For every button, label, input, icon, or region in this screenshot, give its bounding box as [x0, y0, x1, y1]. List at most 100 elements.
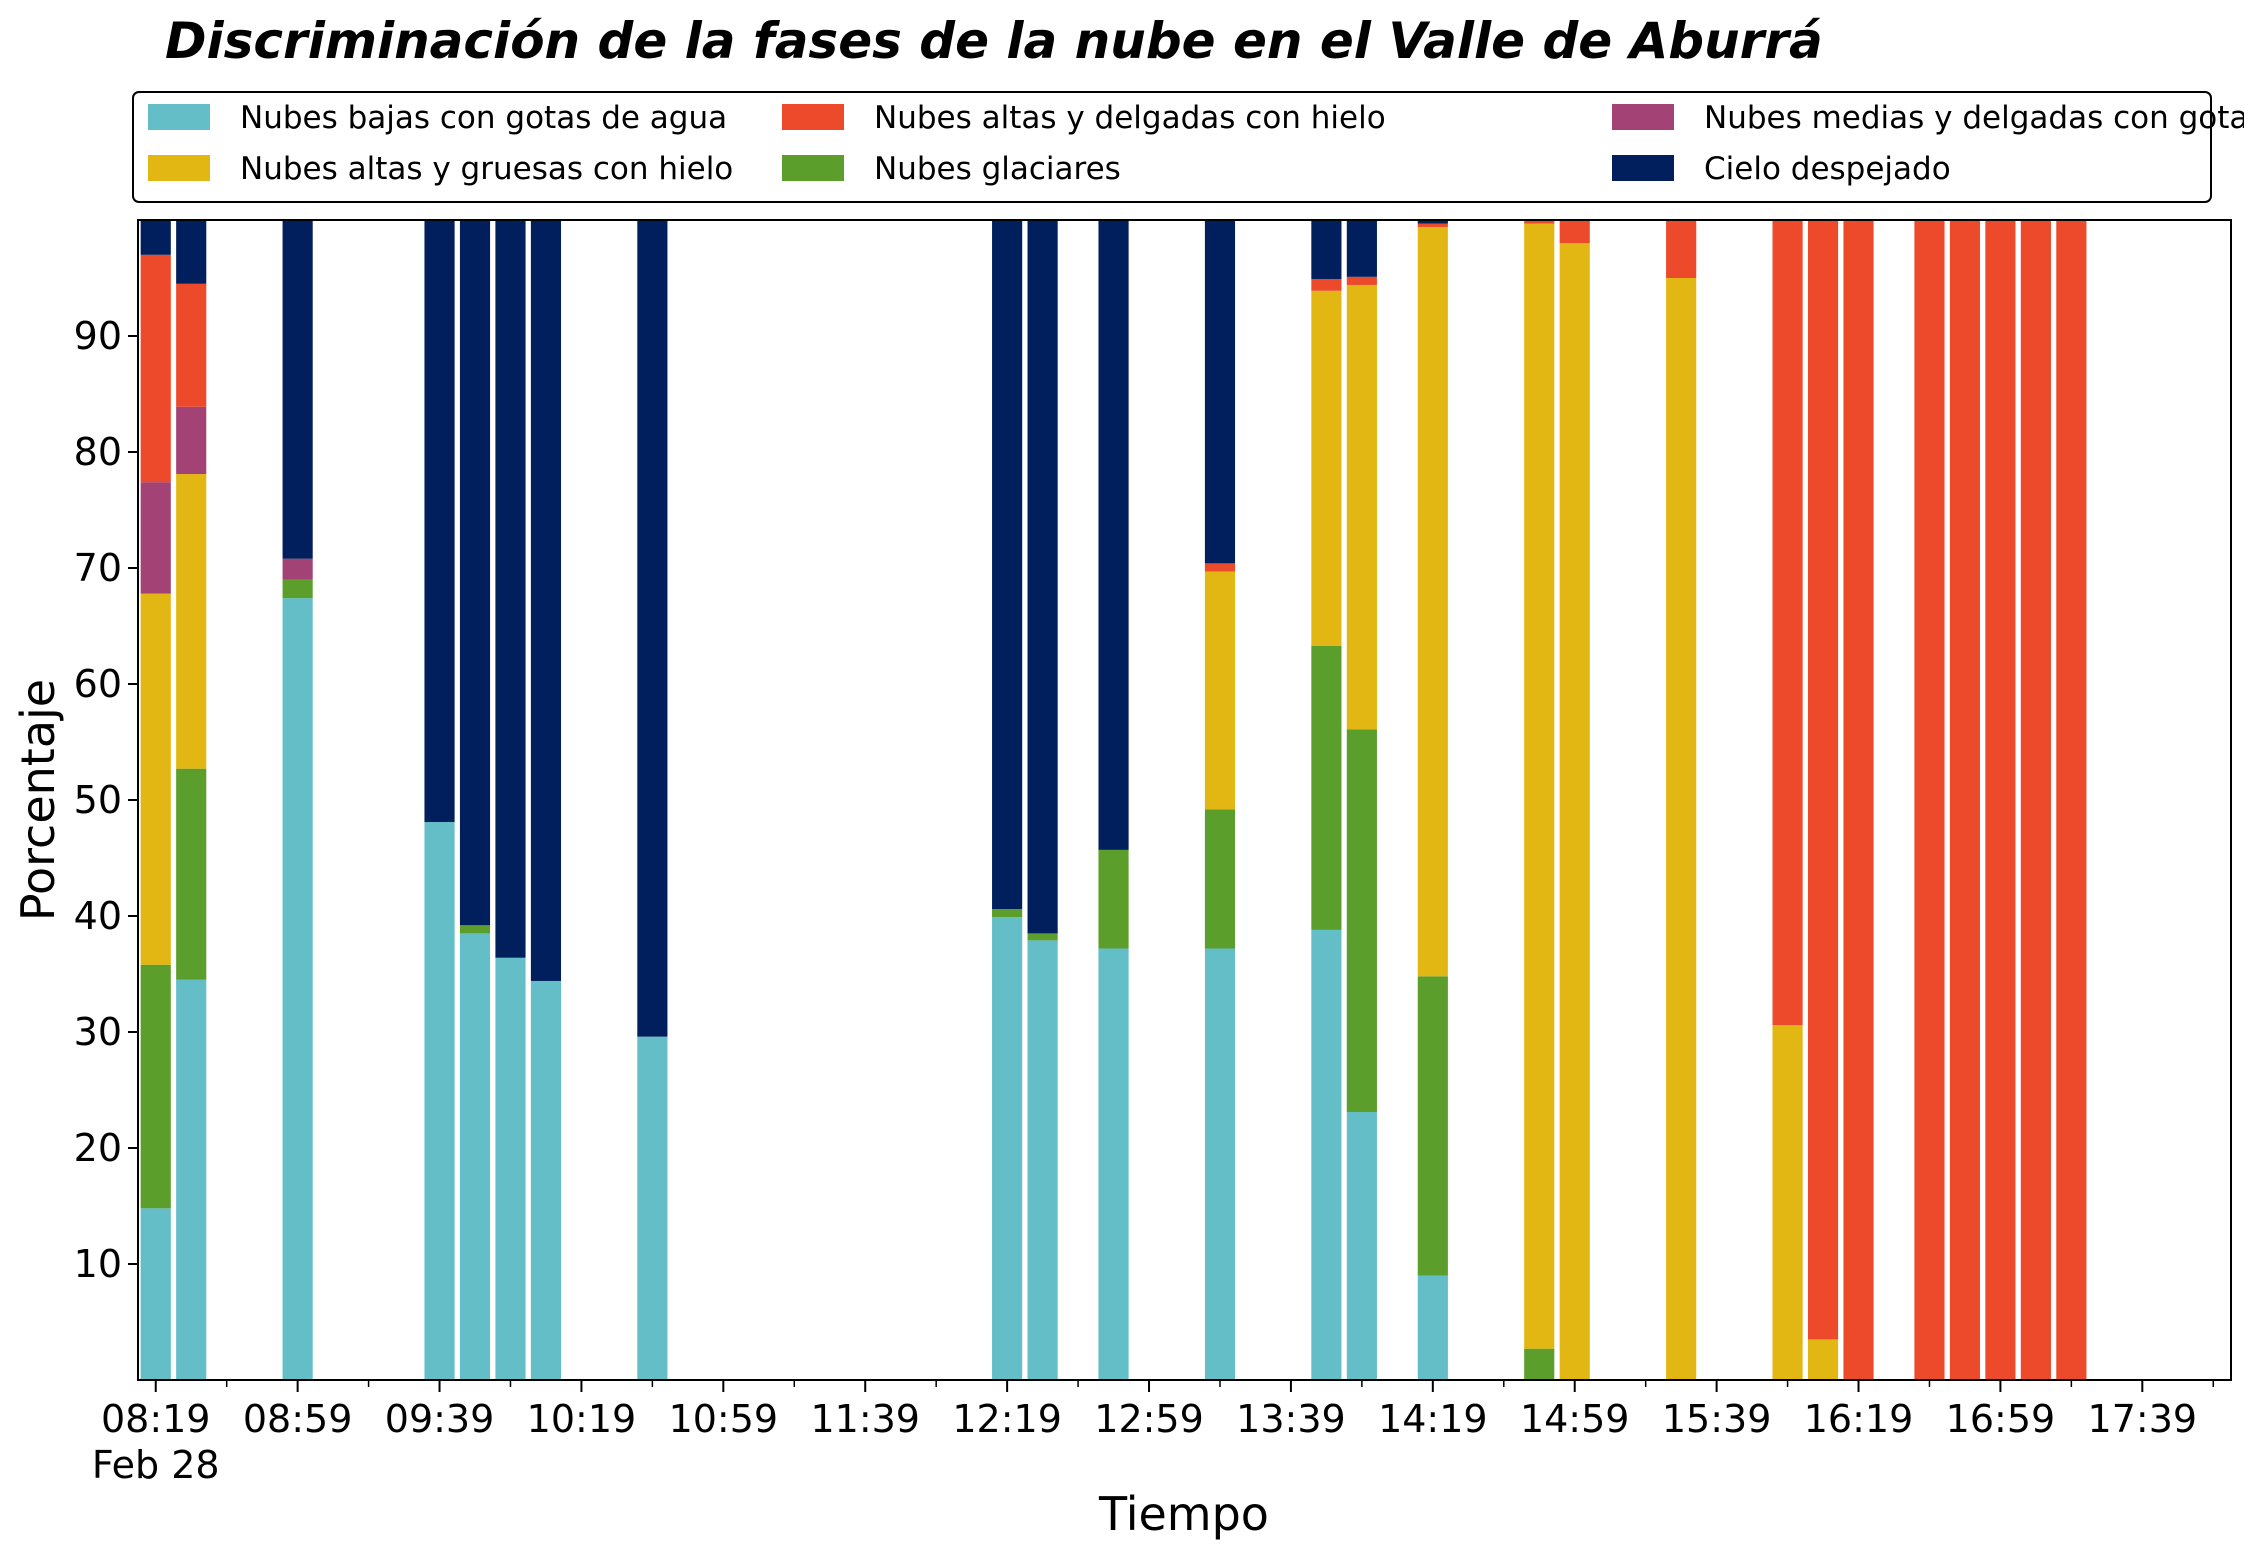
bar-segment-52-4	[1985, 220, 2016, 1380]
legend-swatch-2	[148, 155, 210, 181]
x-axis-label: Tiempo	[1098, 1487, 1269, 1541]
legend-swatch-3	[1612, 104, 1674, 130]
bar-segment-30-1	[1204, 809, 1236, 949]
x-tick-label: 16:19	[1804, 1397, 1914, 1441]
bar-segment-14-0	[637, 1036, 668, 1380]
bar-segment-1-3	[176, 406, 207, 475]
legend-label-0: Nubes bajas con gotas de agua	[240, 100, 727, 136]
bar-segment-50-4	[1914, 220, 1945, 1380]
bar-segment-25-1	[1027, 933, 1058, 941]
x-tick-label: 12:19	[952, 1397, 1062, 1441]
bar-segment-9-5	[459, 220, 491, 926]
bar-segment-24-1	[992, 909, 1023, 918]
x-tick-label: 13:39	[1236, 1397, 1346, 1441]
bar-segment-30-2	[1204, 571, 1236, 810]
bar-segment-8-5	[424, 220, 455, 823]
bar-segment-11-5	[530, 220, 562, 981]
x-tick-label: 16:59	[1946, 1397, 2056, 1441]
bar-segment-47-2	[1807, 1339, 1839, 1380]
legend-label-1: Nubes glaciares	[874, 151, 1121, 187]
bar-segment-0-0	[140, 1208, 171, 1380]
x-tick-label: 17:39	[2088, 1397, 2198, 1441]
bar-segment-53-4	[2020, 220, 2051, 1380]
y-tick-label: 70	[74, 546, 122, 590]
x-tick-label: 14:19	[1378, 1397, 1488, 1441]
bar-segment-25-5	[1027, 220, 1058, 934]
x-tick-sublabel: Feb 28	[92, 1443, 220, 1487]
legend: Nubes bajas con gotas de agua Nubes altas…	[132, 91, 2244, 203]
bar-segment-4-5	[282, 220, 313, 559]
bar-segment-47-4	[1807, 220, 1839, 1340]
legend-label-2: Nubes altas y gruesas con hielo	[240, 151, 733, 187]
bar-segment-4-1	[282, 579, 313, 599]
x-tick-label: 08:19	[101, 1397, 211, 1441]
bar-segment-1-5	[176, 220, 207, 284]
y-tick-label: 40	[74, 894, 122, 938]
bar-segment-24-5	[992, 220, 1023, 910]
bar-segment-33-1	[1311, 645, 1342, 930]
bar-segment-36-4	[1417, 223, 1448, 227]
bar-segment-46-2	[1772, 1025, 1803, 1380]
bar-segment-54-4	[2056, 220, 2087, 1380]
bar-segment-39-2	[1524, 223, 1555, 1349]
legend-label-5: Cielo despejado	[1704, 151, 1951, 187]
bar-segment-30-0	[1204, 948, 1236, 1380]
legend-swatch-0	[148, 104, 210, 130]
bars	[140, 220, 2087, 1381]
bar-segment-33-4	[1311, 279, 1342, 291]
bar-segment-0-2	[140, 593, 171, 965]
bar-segment-27-0	[1098, 948, 1129, 1380]
bar-segment-39-4	[1524, 220, 1555, 224]
x-tick-label: 14:59	[1520, 1397, 1630, 1441]
bar-segment-34-4	[1346, 276, 1377, 285]
bar-segment-9-1	[459, 925, 491, 934]
bar-segment-24-0	[992, 917, 1023, 1380]
bar-segment-33-2	[1311, 290, 1342, 646]
bar-segment-4-3	[282, 558, 313, 580]
bar-segment-43-2	[1666, 278, 1697, 1380]
legend-frame	[132, 91, 2212, 203]
y-tick-label: 50	[74, 778, 122, 822]
bar-segment-33-5	[1311, 220, 1342, 280]
bar-segment-4-0	[282, 598, 313, 1380]
x-tick-label: 09:39	[385, 1397, 495, 1441]
chart-title: Discriminación de la fases de la nube en…	[165, 12, 1823, 70]
bar-segment-9-0	[459, 933, 491, 1380]
bar-segment-1-1	[176, 768, 207, 980]
bar-segment-11-0	[530, 980, 562, 1380]
bar-segment-10-5	[495, 220, 526, 958]
y-tick-label: 90	[74, 314, 122, 358]
bar-segment-1-2	[176, 474, 207, 769]
bar-segment-36-0	[1417, 1275, 1448, 1380]
bar-segment-0-5	[140, 220, 171, 255]
bar-segment-36-2	[1417, 226, 1448, 977]
bar-segment-34-0	[1346, 1112, 1377, 1380]
bar-segment-30-4	[1204, 563, 1236, 572]
bar-segment-14-5	[637, 220, 668, 1037]
bar-segment-25-0	[1027, 940, 1058, 1380]
bar-segment-1-0	[176, 979, 207, 1380]
x-tick-label: 10:19	[527, 1397, 637, 1441]
legend-swatch-4	[782, 104, 844, 130]
bar-segment-10-0	[495, 957, 526, 1380]
legend-swatch-5	[1612, 155, 1674, 181]
bar-segment-43-4	[1666, 220, 1697, 278]
bar-segment-0-3	[140, 482, 171, 594]
legend-label-3: Nubes medias y delgadas con gotas de agu…	[1704, 100, 2244, 136]
bar-segment-34-5	[1346, 220, 1377, 277]
bar-segment-33-0	[1311, 929, 1342, 1380]
bar-segment-1-4	[176, 283, 207, 407]
bar-segment-46-4	[1772, 220, 1803, 1026]
bar-segment-27-1	[1098, 849, 1129, 949]
legend-swatch-1	[782, 155, 844, 181]
bar-segment-34-2	[1346, 284, 1377, 730]
y-tick-label: 60	[74, 662, 122, 706]
y-axis-label: Porcentaje	[11, 679, 65, 921]
bar-segment-36-5	[1417, 220, 1448, 224]
x-tick-label: 12:59	[1094, 1397, 1204, 1441]
y-tick-label: 20	[74, 1126, 122, 1170]
plot-frame	[137, 219, 2232, 1381]
bar-segment-36-1	[1417, 976, 1448, 1276]
